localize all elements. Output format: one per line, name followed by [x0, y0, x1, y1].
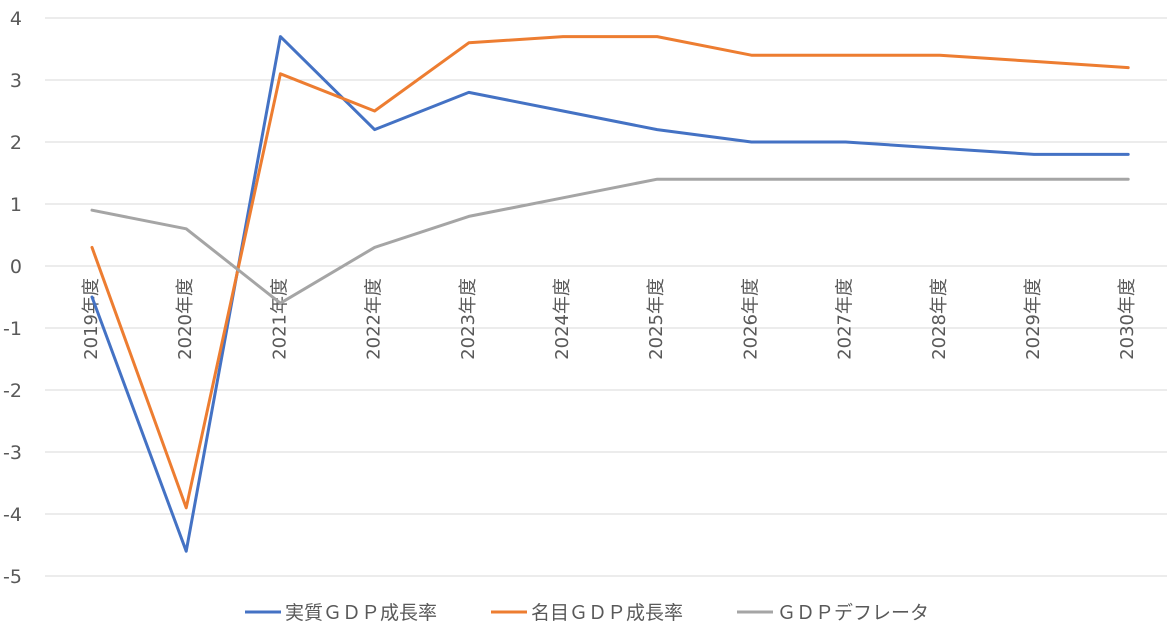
y-tick-label: 1: [10, 194, 22, 216]
x-tick-label: 2029年度: [1023, 278, 1044, 360]
legend-label: 名目ＧＤＰ成長率: [531, 602, 683, 624]
y-tick-label: 0: [10, 256, 22, 278]
legend: 実質ＧＤＰ成長率 名目ＧＤＰ成長率 ＧＤＰデフレータ: [245, 602, 929, 624]
x-tick-label: 2027年度: [835, 278, 856, 360]
x-tick-label: 2026年度: [740, 278, 761, 360]
x-tick-label: 2021年度: [269, 278, 290, 360]
y-tick-label: 3: [10, 70, 22, 92]
x-tick-label: 2028年度: [929, 278, 950, 360]
x-tick-label: 2030年度: [1117, 278, 1138, 360]
gridlines: [45, 17, 1167, 577]
x-tick-label: 2023年度: [458, 278, 479, 360]
y-tick-label: 2: [10, 132, 22, 154]
series-line-1: [90, 35, 1130, 553]
y-tick-label: -5: [3, 566, 22, 588]
x-tick-label: 2024年度: [552, 278, 573, 360]
y-tick-label: -2: [3, 380, 22, 402]
legend-label: 実質ＧＤＰ成長率: [285, 602, 437, 624]
y-axis: 4 3 2 1 0 -1 -2 -3 -4 -5: [3, 8, 22, 588]
series-lines: [90, 35, 1130, 553]
series-line-2: [90, 35, 1130, 510]
x-tick-label: 2019年度: [81, 278, 102, 360]
x-tick-label: 2025年度: [646, 278, 667, 360]
x-tick-label: 2022年度: [364, 278, 385, 360]
x-axis: 2019年度 2020年度 2021年度 2022年度 2023年度 2024年度 2025…: [81, 278, 1138, 360]
y-tick-label: -3: [3, 442, 22, 464]
y-tick-label: -4: [3, 504, 22, 526]
legend-label: ＧＤＰデフレータ: [777, 602, 929, 624]
series-line-3: [90, 177, 1130, 305]
x-tick-label: 2020年度: [175, 278, 196, 360]
y-tick-label: 4: [10, 8, 22, 30]
y-tick-label: -1: [3, 318, 22, 340]
